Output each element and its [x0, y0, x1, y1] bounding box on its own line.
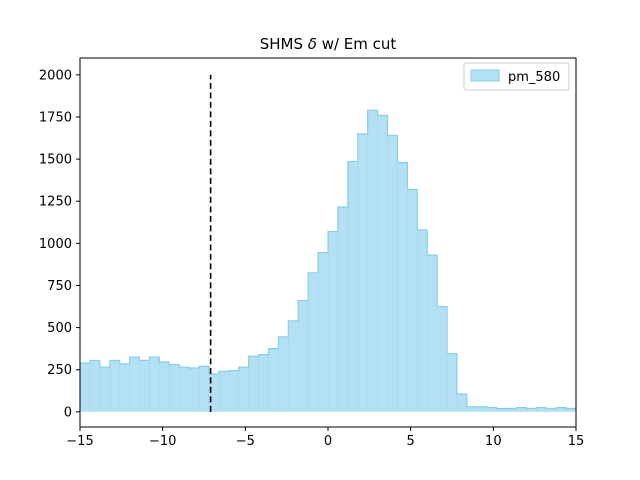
histogram-bin — [258, 354, 269, 412]
histogram-bin — [238, 367, 250, 412]
histogram-bin — [447, 353, 458, 412]
histogram-bin — [199, 366, 210, 412]
histogram-bin — [298, 300, 309, 412]
histogram-bin — [328, 231, 339, 412]
histogram-bin — [407, 189, 418, 412]
x-tick-label: 15 — [568, 434, 585, 449]
histogram-bin — [347, 161, 359, 412]
histogram-bin — [278, 336, 289, 412]
histogram-bin — [357, 133, 369, 412]
y-tick-label: 2000 — [39, 68, 72, 83]
histogram-bin — [516, 407, 527, 412]
y-tick-label: 750 — [47, 279, 72, 294]
x-tick-label: −5 — [236, 434, 255, 449]
histogram-bin — [486, 407, 498, 412]
histogram-bin — [387, 135, 398, 412]
legend-label: pm_580 — [508, 70, 560, 85]
histogram-bin — [149, 357, 160, 412]
histogram-bin — [99, 367, 111, 412]
histogram-bin — [496, 408, 507, 412]
histogram-bin — [169, 364, 180, 412]
histogram-bin — [427, 255, 438, 412]
histogram-bin — [337, 207, 349, 412]
histogram-bin — [377, 115, 388, 412]
histogram-bin — [268, 348, 279, 412]
plot-area — [79, 109, 577, 412]
histogram-bin — [89, 360, 101, 412]
histogram-bin — [546, 408, 557, 412]
histogram-bin — [318, 252, 329, 412]
histogram-bin — [248, 356, 259, 412]
histogram-bin — [526, 408, 537, 412]
histogram-bin — [466, 406, 478, 412]
histogram-bin — [397, 162, 408, 412]
y-tick-label: 500 — [47, 321, 72, 336]
histogram-bin — [556, 407, 567, 412]
y-tick-label: 250 — [47, 363, 72, 378]
histogram-bin — [119, 363, 130, 412]
histogram-bin — [367, 110, 378, 412]
title-delta-symbol: δ — [308, 35, 317, 53]
y-tick-label: 0 — [64, 405, 72, 420]
histogram-bin — [139, 360, 150, 412]
histogram-bin — [218, 371, 230, 412]
histogram-bin — [189, 368, 200, 412]
histogram-bin — [536, 407, 547, 412]
x-tick-label: 0 — [324, 434, 332, 449]
y-tick-label: 1750 — [39, 110, 72, 125]
histogram-bin — [109, 360, 121, 412]
histogram-bin — [566, 408, 577, 412]
histogram-bin — [476, 406, 488, 412]
x-tick-label: 10 — [485, 434, 502, 449]
histogram-bin — [506, 408, 517, 412]
histogram-bin — [159, 362, 170, 412]
x-tick-label: −10 — [149, 434, 176, 449]
histogram-bin — [308, 272, 319, 412]
histogram-outline — [79, 109, 577, 412]
x-axis: −15 −10 −5 0 5 10 15 — [66, 427, 584, 449]
histogram-bin — [456, 394, 468, 412]
chart-title: SHMS δ w/ Em cut — [260, 35, 397, 53]
y-axis: 0 250 500 750 1000 1250 1500 1750 2000 — [39, 68, 80, 420]
histogram-bin — [228, 370, 240, 412]
histogram-bin — [80, 362, 91, 412]
histogram-bin — [437, 306, 448, 412]
legend: pm_580 — [463, 62, 570, 91]
histogram-bin — [129, 357, 140, 412]
histogram-bin — [179, 367, 190, 412]
legend-swatch — [470, 69, 500, 82]
x-tick-label: −15 — [66, 434, 93, 449]
y-tick-label: 1500 — [39, 153, 72, 168]
histogram-bin — [288, 320, 299, 412]
x-tick-label: 5 — [407, 434, 415, 449]
y-tick-label: 1250 — [39, 195, 72, 210]
histogram-bin — [417, 229, 428, 412]
y-tick-label: 1000 — [39, 237, 72, 252]
histogram-bin — [208, 373, 220, 412]
